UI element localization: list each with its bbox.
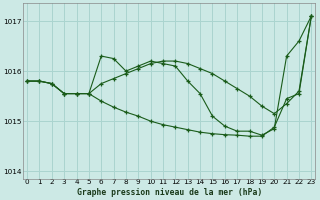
X-axis label: Graphe pression niveau de la mer (hPa): Graphe pression niveau de la mer (hPa): [76, 188, 262, 197]
